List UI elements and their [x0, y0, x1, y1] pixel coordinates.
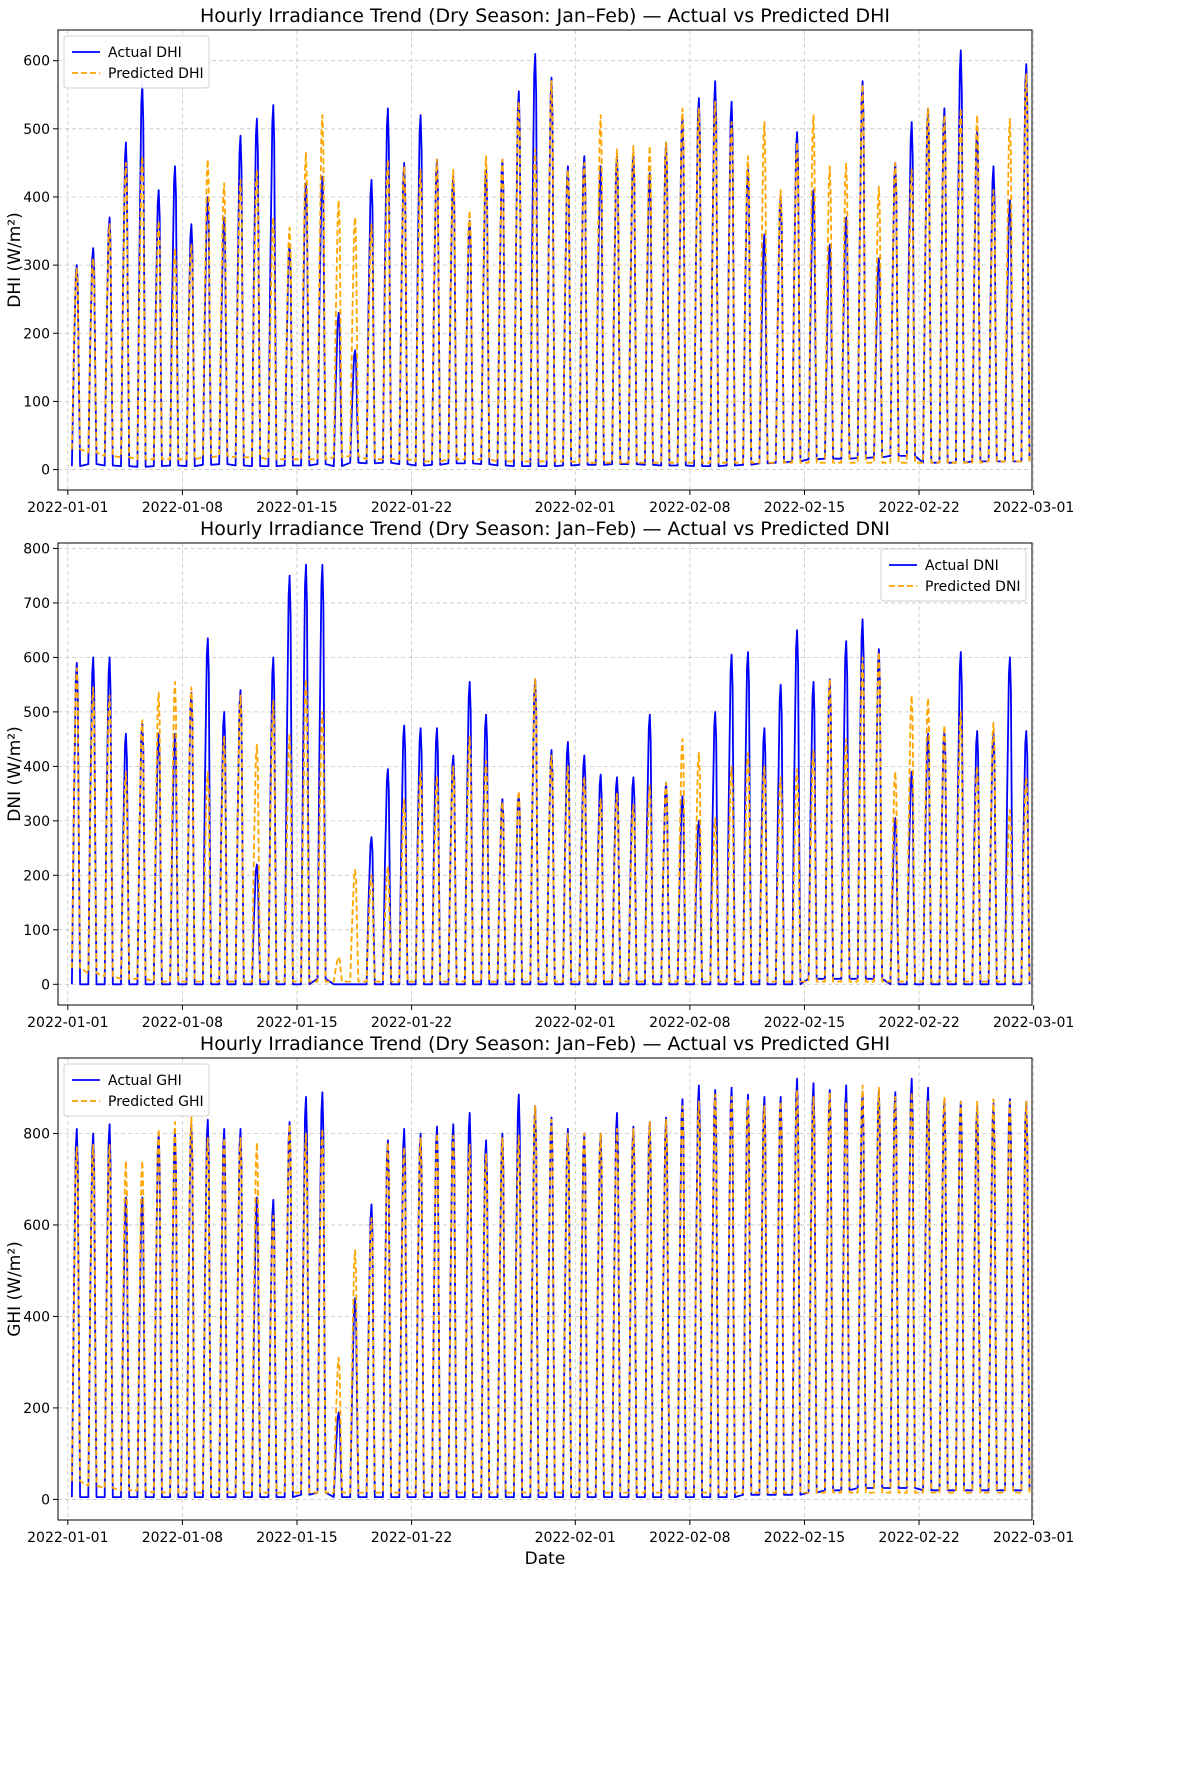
x-tick-label: 2022-01-01	[27, 1015, 108, 1031]
y-tick-label: 600	[23, 650, 50, 666]
chart-title: Hourly Irradiance Trend (Dry Season: Jan…	[200, 5, 890, 27]
y-tick-label: 400	[23, 759, 50, 775]
plot-frame	[57, 542, 1033, 1006]
y-tick-label: 0	[41, 1492, 50, 1508]
chart-title: Hourly Irradiance Trend (Dry Season: Jan…	[200, 1033, 890, 1055]
legend-label: Actual DNI	[925, 558, 999, 574]
grid: 0 200 400 600 800 2022-01-01 2022-01-08 2022-01…	[23, 1058, 1074, 1546]
y-tick-label: 500	[23, 705, 50, 721]
chart-title: Hourly Irradiance Trend (Dry Season: Jan…	[200, 518, 890, 540]
legend: Actual DNI Predicted DNI	[880, 548, 1027, 602]
y-tick-label: 200	[23, 326, 50, 342]
x-tick-label: 2022-03-01	[993, 1530, 1074, 1546]
series-line-actual	[71, 1077, 1031, 1498]
x-tick-label: 2022-02-22	[878, 500, 959, 516]
x-tick-label: 2022-01-15	[256, 500, 337, 516]
chart-dhi: Hourly Irradiance Trend (Dry Season: Jan…	[5, 5, 1074, 516]
legend-label: Predicted DNI	[925, 579, 1021, 595]
x-tick-label: 2022-01-01	[27, 1530, 108, 1546]
x-tick-label: 2022-01-22	[371, 500, 452, 516]
y-tick-label: 200	[23, 868, 50, 884]
y-tick-label: 0	[41, 463, 50, 479]
legend-box	[63, 1063, 210, 1117]
legend: Actual DHI Predicted DHI	[63, 35, 210, 89]
chart-ghi: Hourly Irradiance Trend (Dry Season: Jan…	[5, 1033, 1074, 1569]
y-tick-label: 800	[23, 541, 50, 557]
y-tick-label: 500	[23, 122, 50, 138]
y-tick-label: 300	[23, 258, 50, 274]
x-tick-label: 2022-03-01	[993, 500, 1074, 516]
x-tick-label: 2022-01-22	[371, 1530, 452, 1546]
y-tick-label: 200	[23, 1401, 50, 1417]
x-tick-label: 2022-02-01	[535, 500, 616, 516]
y-tick-label: 400	[23, 190, 50, 206]
y-axis-label: GHI (W/m²)	[5, 1241, 25, 1337]
y-tick-label: 600	[23, 1218, 50, 1234]
y-tick-label: 800	[23, 1126, 50, 1142]
grid: 0 100 200 300 400 500 600 700 800 2022-01-01 2022-…	[23, 541, 1074, 1031]
x-tick-label: 2022-02-01	[535, 1530, 616, 1546]
x-tick-label: 2022-02-01	[535, 1015, 616, 1031]
y-tick-label: 100	[23, 923, 50, 939]
legend-box	[63, 35, 210, 89]
x-tick-label: 2022-01-01	[27, 500, 108, 516]
y-tick-label: 700	[23, 596, 50, 612]
x-tick-label: 2022-02-22	[878, 1530, 959, 1546]
x-tick-label: 2022-02-15	[764, 1530, 845, 1546]
y-tick-label: 100	[23, 394, 50, 410]
legend-label: Predicted GHI	[108, 1094, 204, 1110]
legend-label: Actual GHI	[108, 1073, 182, 1089]
y-tick-label: 400	[23, 1309, 50, 1325]
x-tick-label: 2022-01-08	[142, 500, 223, 516]
x-tick-label: 2022-02-08	[649, 1530, 730, 1546]
legend-label: Predicted DHI	[108, 66, 204, 82]
x-tick-label: 2022-03-01	[993, 1015, 1074, 1031]
legend-box	[880, 548, 1027, 602]
plot-frame	[57, 29, 1033, 491]
y-tick-label: 600	[23, 54, 50, 70]
y-tick-label: 300	[23, 814, 50, 830]
x-tick-label: 2022-01-08	[142, 1530, 223, 1546]
y-tick-label: 0	[41, 977, 50, 993]
series-line-predicted	[71, 1084, 1031, 1494]
x-tick-label: 2022-01-22	[371, 1015, 452, 1031]
series-line-predicted	[71, 73, 1031, 464]
series-line-predicted	[71, 651, 1031, 983]
y-axis-label: DHI (W/m²)	[5, 212, 25, 307]
x-tick-label: 2022-02-22	[878, 1015, 959, 1031]
x-axis-label: Date	[525, 1549, 566, 1569]
x-tick-label: 2022-02-15	[764, 1015, 845, 1031]
legend: Actual GHI Predicted GHI	[63, 1063, 210, 1117]
chart-dni: Hourly Irradiance Trend (Dry Season: Jan…	[5, 518, 1074, 1031]
x-tick-label: 2022-01-08	[142, 1015, 223, 1031]
y-axis-label: DNI (W/m²)	[5, 726, 25, 821]
x-tick-label: 2022-01-15	[256, 1530, 337, 1546]
x-tick-label: 2022-02-15	[764, 500, 845, 516]
x-tick-label: 2022-02-08	[649, 500, 730, 516]
legend-label: Actual DHI	[108, 45, 182, 61]
x-tick-label: 2022-02-08	[649, 1015, 730, 1031]
plot-frame	[57, 1057, 1033, 1521]
x-tick-label: 2022-01-15	[256, 1015, 337, 1031]
